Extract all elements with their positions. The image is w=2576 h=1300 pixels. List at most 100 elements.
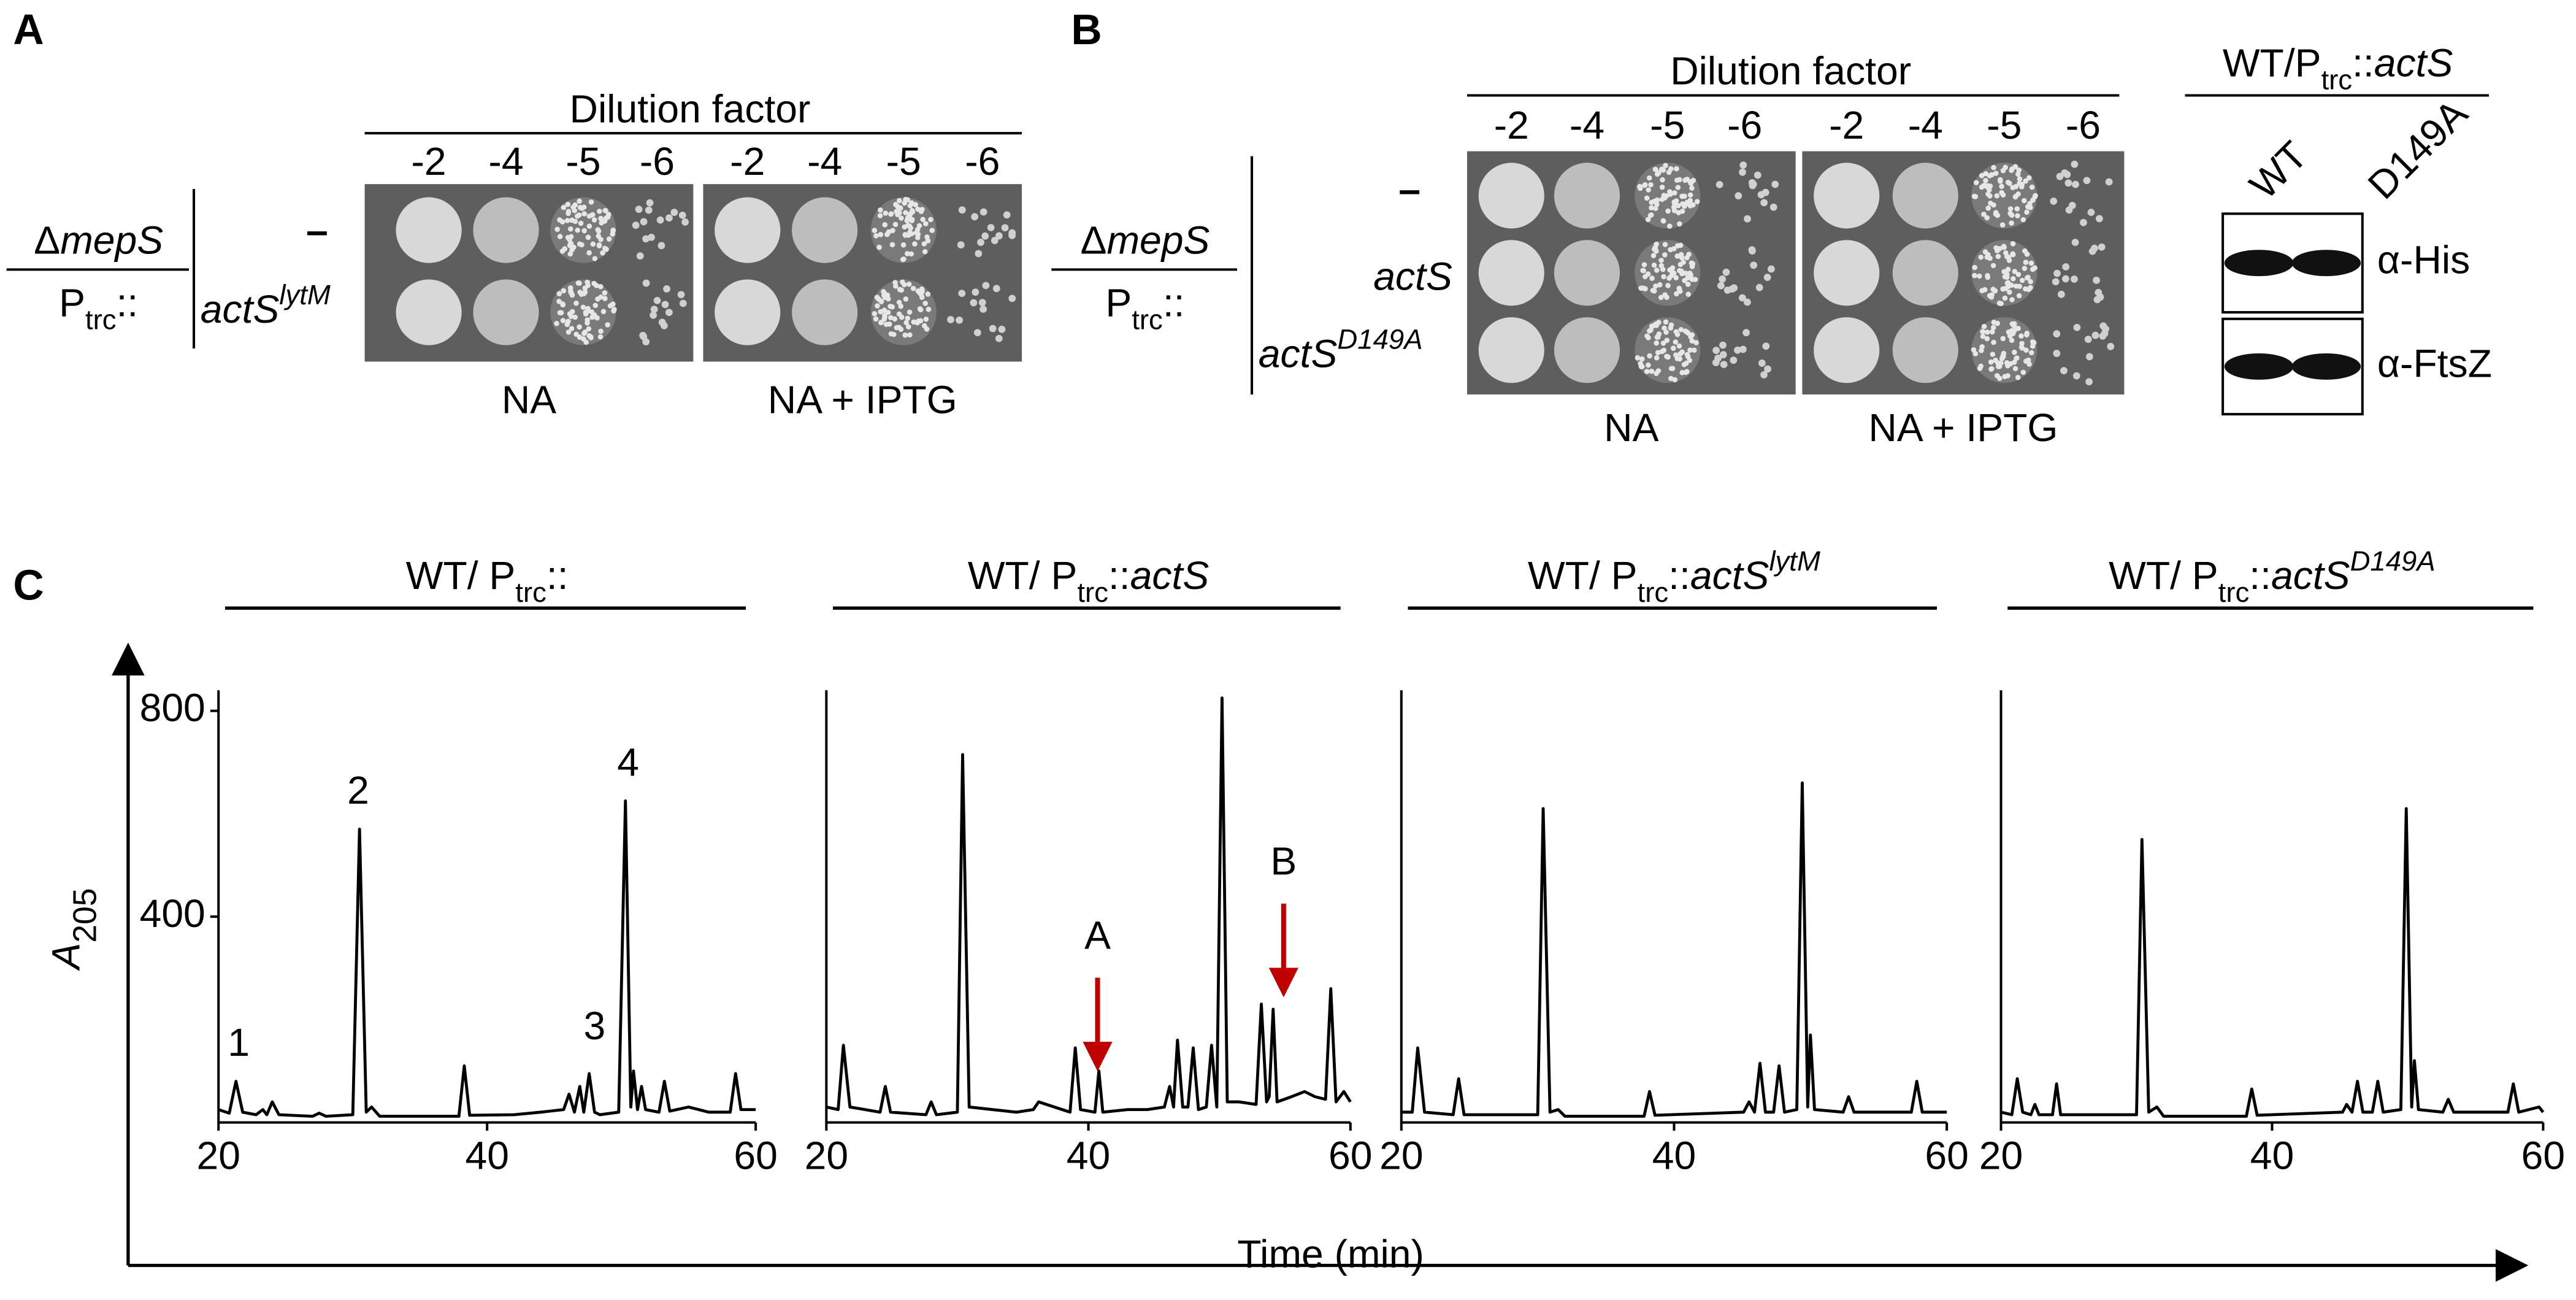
chart-title-part: :: bbox=[1668, 553, 1690, 598]
dilution-label: -4 bbox=[488, 139, 523, 183]
colony bbox=[2098, 243, 2106, 251]
colony bbox=[2061, 169, 2069, 177]
colony bbox=[873, 233, 879, 239]
colony bbox=[2050, 198, 2058, 205]
colony bbox=[2010, 185, 2015, 190]
colony bbox=[557, 217, 562, 223]
colony bbox=[1668, 247, 1673, 253]
colony bbox=[873, 316, 879, 322]
colony bbox=[1658, 258, 1664, 263]
colony bbox=[1762, 342, 1770, 350]
colony-spot bbox=[473, 197, 539, 263]
colony bbox=[874, 294, 880, 300]
colony bbox=[923, 316, 929, 322]
colony bbox=[2000, 336, 2006, 342]
colony bbox=[1685, 275, 1690, 281]
colony bbox=[1995, 364, 2001, 369]
colony bbox=[2012, 349, 2017, 355]
chart-title: WT/ Ptrc::actSD149A bbox=[2109, 545, 2436, 608]
colony bbox=[565, 210, 571, 217]
row-label: actSD149A bbox=[1259, 323, 1423, 375]
colony bbox=[1677, 261, 1684, 267]
colony bbox=[2053, 350, 2061, 357]
dilution-header: Dilution factor bbox=[570, 87, 811, 131]
dilution-label: -2 bbox=[730, 139, 765, 183]
medium-label: NA bbox=[1604, 406, 1658, 450]
colony bbox=[565, 201, 571, 207]
colony bbox=[585, 234, 591, 240]
colony bbox=[636, 252, 644, 260]
colony bbox=[1754, 171, 1761, 179]
colony bbox=[2006, 283, 2011, 290]
x-tick-label: 40 bbox=[2250, 1134, 2294, 1178]
colony bbox=[665, 309, 673, 317]
colony bbox=[970, 299, 978, 307]
colony bbox=[2071, 239, 2079, 247]
colony bbox=[1685, 282, 1691, 287]
antibody-label: α-His bbox=[2377, 238, 2470, 282]
dilution-label: -5 bbox=[886, 139, 921, 183]
colony bbox=[653, 296, 661, 304]
colony bbox=[605, 212, 611, 217]
colony bbox=[560, 302, 566, 308]
colony bbox=[2023, 260, 2029, 265]
colony bbox=[1663, 319, 1669, 325]
colony bbox=[909, 218, 914, 223]
x-tick-label: 40 bbox=[1067, 1134, 1110, 1178]
x-tick-label: 60 bbox=[1328, 1134, 1372, 1178]
colony bbox=[648, 233, 655, 241]
colony bbox=[2028, 279, 2033, 285]
colony bbox=[1671, 207, 1677, 213]
colony bbox=[1655, 368, 1662, 374]
colony bbox=[572, 314, 578, 320]
colony bbox=[1984, 329, 1990, 335]
colony bbox=[892, 316, 898, 322]
colony bbox=[1008, 229, 1016, 237]
trace bbox=[218, 799, 756, 1118]
row-label-part: D149A bbox=[1337, 323, 1422, 355]
colony bbox=[1990, 325, 1996, 331]
colony bbox=[1995, 253, 2001, 260]
colony bbox=[585, 282, 591, 288]
colony bbox=[1003, 211, 1011, 219]
colony bbox=[884, 231, 890, 237]
colony bbox=[1657, 282, 1663, 288]
dilution-label: -6 bbox=[2066, 103, 2101, 147]
colony bbox=[577, 334, 583, 340]
colony bbox=[1671, 190, 1677, 196]
colony bbox=[998, 325, 1006, 333]
colony bbox=[2007, 333, 2013, 339]
colony bbox=[598, 294, 604, 300]
colony bbox=[2006, 258, 2012, 263]
colony bbox=[956, 316, 964, 324]
colony bbox=[596, 228, 602, 234]
colony bbox=[1676, 343, 1682, 349]
colony bbox=[1739, 345, 1747, 353]
colony bbox=[1643, 274, 1648, 280]
colony bbox=[1639, 356, 1645, 362]
colony bbox=[2052, 278, 2060, 286]
colony bbox=[979, 306, 987, 313]
colony bbox=[1660, 266, 1666, 272]
colony bbox=[883, 210, 889, 216]
colony bbox=[592, 302, 598, 309]
colony bbox=[2085, 353, 2093, 361]
colony bbox=[1972, 264, 1977, 271]
colony bbox=[1981, 211, 1987, 217]
colony bbox=[2007, 180, 2012, 187]
colony bbox=[1685, 330, 1691, 336]
colony bbox=[1979, 172, 1985, 179]
colony bbox=[2088, 247, 2096, 255]
blot-title: WT/Ptrc::actS bbox=[2223, 40, 2453, 95]
x-axis-label: Time (min) bbox=[1237, 1232, 1424, 1276]
colony bbox=[2099, 332, 2107, 340]
colony bbox=[2023, 286, 2028, 292]
peak-label: B bbox=[1270, 839, 1297, 883]
chart-title-part: WT/ P bbox=[2109, 553, 2218, 598]
colony bbox=[665, 214, 673, 222]
strain-bottom: Ptrc:: bbox=[1105, 280, 1184, 335]
colony bbox=[657, 242, 665, 250]
colony bbox=[878, 299, 884, 305]
colony bbox=[875, 303, 880, 309]
colony bbox=[900, 242, 907, 248]
